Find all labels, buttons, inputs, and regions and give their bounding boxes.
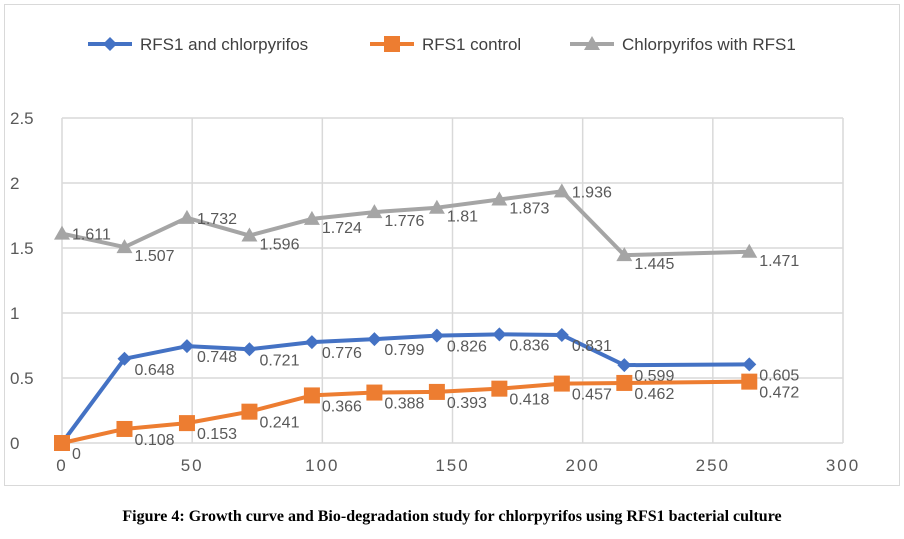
- data-label: 1.471: [759, 253, 799, 270]
- data-point-triangle: [241, 227, 258, 242]
- data-point-triangle: [553, 183, 570, 198]
- data-point-square: [178, 415, 195, 432]
- figure-caption: Figure 4: Growth curve and Bio-degradati…: [122, 508, 782, 525]
- data-point-triangle: [54, 225, 70, 240]
- data-point-triangle: [303, 210, 320, 225]
- data-label: 0.748: [197, 349, 237, 366]
- data-label: 0.241: [259, 415, 299, 432]
- data-point-square: [491, 380, 508, 397]
- data-point-square: [241, 403, 258, 420]
- legend-marker-triangle: [584, 36, 600, 50]
- data-label: 1.724: [322, 220, 362, 237]
- data-point-diamond: [117, 351, 132, 366]
- data-point-diamond: [367, 332, 382, 347]
- data-label: 0.418: [509, 392, 549, 409]
- data-point-diamond: [304, 335, 319, 350]
- data-point-square: [366, 384, 383, 401]
- data-point-triangle: [178, 209, 195, 224]
- data-point-triangle: [366, 204, 383, 219]
- data-label: 1.445: [634, 256, 674, 273]
- data-point-square: [741, 373, 758, 390]
- data-label: 0.799: [384, 342, 424, 359]
- data-label: 0.366: [322, 398, 362, 415]
- data-point-square: [553, 375, 570, 392]
- y-tick-label: 1.5: [10, 239, 34, 258]
- data-point-triangle: [491, 191, 508, 206]
- data-label: 0.388: [384, 396, 424, 413]
- data-label: 0.776: [322, 345, 362, 362]
- legend-marker-square: [384, 36, 400, 52]
- data-label: 0.457: [572, 387, 612, 404]
- data-point-square: [54, 435, 70, 451]
- x-tick-label: 50: [181, 456, 204, 475]
- data-label: 0.721: [259, 352, 299, 369]
- data-label: 0.831: [572, 338, 612, 355]
- data-label: 1.596: [259, 237, 299, 254]
- data-label: 1.873: [509, 201, 549, 218]
- data-point-square: [116, 420, 133, 437]
- x-tick-label: 300: [826, 456, 860, 475]
- x-tick-label: 0: [56, 456, 67, 475]
- legend-label: Chlorpyrifos with RFS1: [622, 35, 796, 54]
- legend-label: RFS1 and chlorpyrifos: [140, 35, 308, 54]
- data-label: 0.605: [759, 367, 799, 384]
- data-label: 1.611: [72, 227, 111, 244]
- legend-marker-diamond: [103, 37, 117, 51]
- data-label: 0.826: [447, 339, 487, 356]
- y-tick-label: 1: [10, 304, 19, 323]
- legend-label: RFS1 control: [422, 35, 521, 54]
- data-point-square: [616, 374, 633, 391]
- y-tick-label: 0: [10, 434, 19, 453]
- data-label: 0.462: [634, 386, 674, 403]
- data-label: 1.81: [447, 209, 478, 226]
- x-tick-label: 100: [305, 456, 339, 475]
- data-point-diamond: [554, 327, 569, 342]
- data-label: 0.153: [197, 426, 237, 443]
- data-point-square: [428, 383, 445, 400]
- data-point-diamond: [492, 327, 507, 342]
- data-point-triangle: [616, 247, 633, 262]
- y-tick-label: 2: [10, 174, 19, 193]
- y-tick-label: 0.5: [10, 369, 34, 388]
- data-label: 0.393: [447, 395, 487, 412]
- x-tick-label: 150: [435, 456, 469, 475]
- data-point-square: [303, 387, 320, 404]
- x-tick-label: 200: [565, 456, 599, 475]
- data-point-diamond: [617, 358, 632, 373]
- data-label: 0.472: [759, 385, 799, 402]
- data-label: 0.836: [509, 337, 549, 354]
- data-label: 0: [72, 446, 81, 463]
- data-point-diamond: [429, 328, 444, 343]
- data-point-triangle: [741, 243, 758, 258]
- data-label: 1.776: [384, 213, 424, 230]
- y-tick-label: 2.5: [10, 109, 34, 128]
- data-point-triangle: [428, 199, 445, 214]
- data-point-triangle: [116, 239, 133, 254]
- data-point-diamond: [742, 357, 757, 372]
- x-tick-label: 250: [696, 456, 730, 475]
- chart-frame: [4, 4, 900, 486]
- data-label: 1.936: [572, 184, 612, 201]
- data-label: 0.108: [134, 432, 174, 449]
- data-point-diamond: [179, 339, 194, 354]
- data-label: 0.648: [134, 362, 174, 379]
- data-label: 1.732: [197, 211, 237, 228]
- line-chart: 0 50 100 150 200 250 300 0 0.5 1 1.5 2 2.5 0 0.648 0.74…: [10, 35, 860, 475]
- data-point-diamond: [242, 342, 257, 357]
- data-label: 1.507: [134, 248, 174, 265]
